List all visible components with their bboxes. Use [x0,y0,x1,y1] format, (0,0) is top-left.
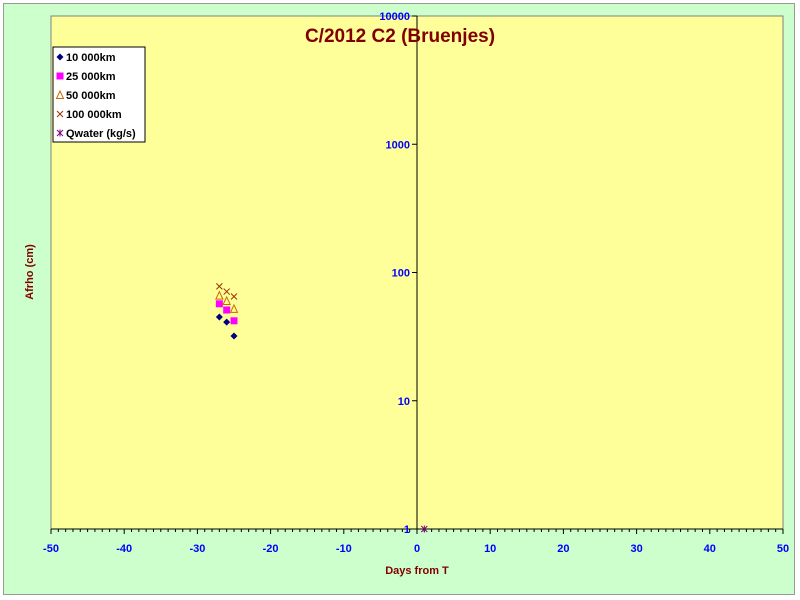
data-point [215,290,224,300]
data-point [216,282,223,290]
x-tick-label: 0 [414,543,420,555]
legend-item: 100 000km [56,109,122,121]
legend-item: 25 000km [56,71,116,83]
data-point [230,332,238,340]
legend-marker [56,110,64,118]
x-tick-label: -40 [116,543,132,555]
x-tick-label: 30 [630,543,642,555]
data-point [223,318,231,326]
x-marker-stroke [56,110,64,118]
legend-label: 10 000km [66,52,116,64]
series-4 [420,525,428,533]
data-point [215,300,223,308]
chart-title: C/2012 C2 (Bruenjes) [305,26,495,47]
x-marker-stroke [216,282,223,290]
data-point [230,293,238,300]
data-point [420,525,428,533]
y-tick-label: 100 [392,268,410,280]
series-1 [215,300,238,325]
x-marker-stroke [230,293,238,300]
y-tick-label: 1000 [386,139,410,151]
x-tick-label: 40 [704,543,716,555]
legend-item: 50 000km [55,89,116,102]
legend-marker [55,89,65,99]
y-tick-label: 10000 [379,11,410,23]
ticks: -50 -40 -30 -20 -10 0 10 20 30 40 50 1 10 100 1000 1000… [43,11,789,555]
data-point [229,303,239,313]
x-tick-label: -30 [189,543,205,555]
data-point [222,295,231,305]
x-axis-title: Days from T [385,565,449,577]
data-point [223,306,231,314]
legend-box [52,46,146,143]
x-tick-label: 50 [777,543,789,555]
x-tick-label: -50 [43,543,59,555]
y-tick-label: 1 [404,524,410,536]
series-3 [216,282,238,300]
x-tick-label: -10 [336,543,352,555]
data-point [215,313,223,321]
legend-label: Qwater (kg/s) [66,128,136,140]
x-tick-label: -20 [263,543,279,555]
data-point [230,317,238,325]
legend: 10 000km 25 000km 50 000km 100 000km Qwater … [52,46,146,143]
legend-item: Qwater (kg/s) [56,128,136,140]
x-tick-label: 20 [557,543,569,555]
series-2 [215,290,239,313]
series-0 [215,313,238,340]
legend-item: 10 000km [56,52,116,64]
data-point [223,288,231,295]
x-marker-stroke [223,288,231,295]
data-marks [215,282,428,533]
legend-marker [56,72,64,80]
legend-label: 50 000km [66,90,116,102]
legend-label: 100 000km [66,109,122,121]
legend-label: 25 000km [66,71,116,83]
y-tick-label: 10 [398,396,410,408]
x-tick-label: 10 [484,543,496,555]
legend-marker [56,129,64,137]
legend-marker [56,53,64,61]
y-axis-title: Afrho (cm) [24,244,36,300]
